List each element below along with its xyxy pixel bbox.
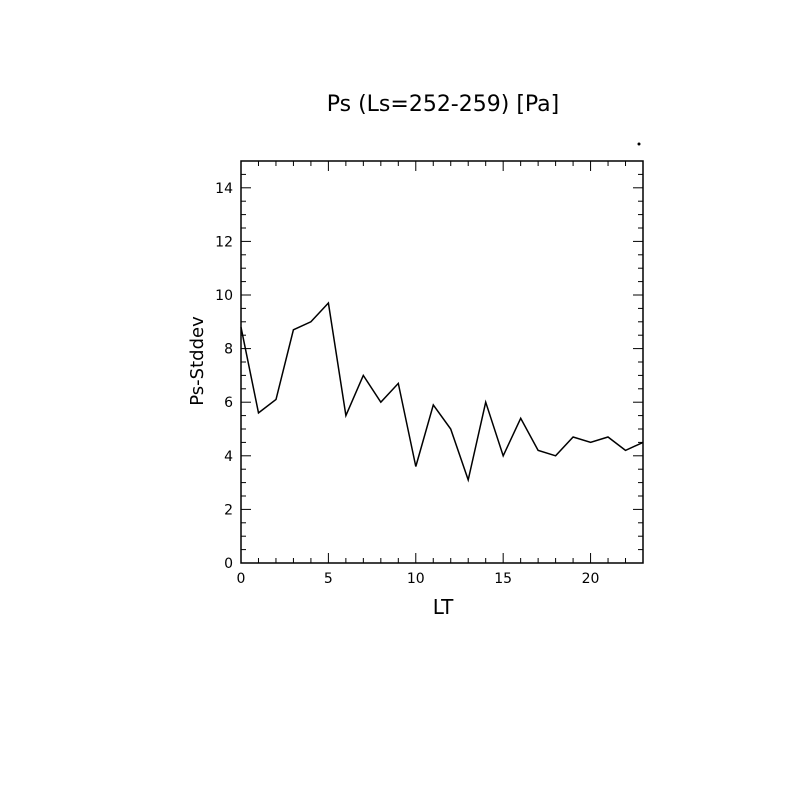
plot-marks (240, 301, 644, 483)
x-tick-label: 10 (407, 571, 425, 587)
x-tick-label: 5 (324, 571, 333, 587)
y-tick-label: 2 (224, 502, 233, 518)
y-tick-label: 10 (215, 288, 233, 304)
chart-title: Ps (Ls=252-259) [Pa] (327, 92, 560, 117)
y-tick-label: 12 (215, 234, 233, 250)
y-tick-label: 8 (224, 342, 233, 358)
y-axis-label: Ps-Stddev (187, 316, 208, 406)
plot-frame (240, 160, 644, 564)
y-tick-label: 6 (224, 395, 233, 411)
series-line-1 (240, 301, 644, 483)
x-axis-label: LT (433, 595, 454, 619)
y-tick-label: 0 (224, 556, 233, 572)
plot-axes: 0 5 10 15 20 0 2 4 6 8 10 12 14 (215, 160, 644, 587)
y-tick-label: 4 (224, 449, 233, 465)
x-tick-label: 0 (237, 571, 246, 587)
x-tick-label: 20 (582, 571, 600, 587)
corner-dot (637, 142, 641, 146)
y-tick-label: 14 (215, 181, 233, 197)
x-tick-label: 15 (494, 571, 512, 587)
